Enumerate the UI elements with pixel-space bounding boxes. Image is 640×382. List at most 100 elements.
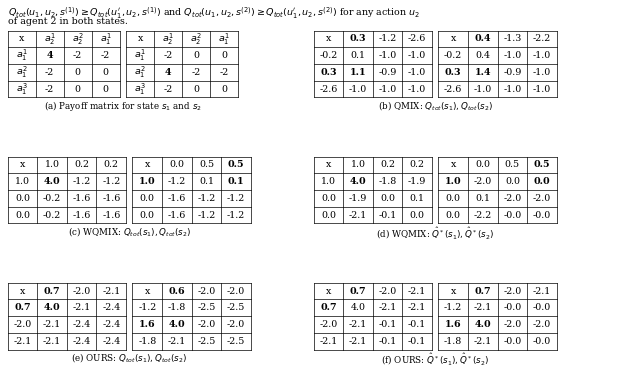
- Text: $a_2^2$: $a_2^2$: [190, 31, 202, 47]
- Text: -2: -2: [163, 84, 173, 94]
- Text: 1.6: 1.6: [139, 320, 156, 329]
- Text: -1.6: -1.6: [168, 194, 186, 203]
- Text: -1.6: -1.6: [102, 194, 120, 203]
- Text: -1.0: -1.0: [408, 84, 426, 94]
- Text: -2.1: -2.1: [319, 337, 337, 346]
- Text: 1.0: 1.0: [321, 177, 336, 186]
- Text: -2: -2: [101, 51, 110, 60]
- Text: -0.2: -0.2: [43, 194, 61, 203]
- Text: -1.6: -1.6: [102, 210, 120, 220]
- Text: -1.0: -1.0: [378, 84, 397, 94]
- Text: (d) WQMIX: $\hat{Q}^*(s_1), \hat{Q}^*(s_2)$: (d) WQMIX: $\hat{Q}^*(s_1), \hat{Q}^*(s_…: [376, 225, 494, 241]
- Text: -2.0: -2.0: [533, 194, 551, 203]
- Text: -2.1: -2.1: [13, 337, 31, 346]
- Text: -0.1: -0.1: [378, 337, 397, 346]
- Text: -1.0: -1.0: [533, 68, 551, 77]
- Text: -2.1: -2.1: [72, 303, 91, 312]
- Text: -1.8: -1.8: [378, 177, 397, 186]
- Text: -2.0: -2.0: [474, 177, 492, 186]
- Text: 0.1: 0.1: [228, 177, 244, 186]
- Text: -2.5: -2.5: [227, 303, 245, 312]
- Text: -1.6: -1.6: [72, 210, 91, 220]
- Text: 0.7: 0.7: [349, 286, 366, 296]
- Text: 0.0: 0.0: [410, 210, 425, 220]
- Text: 0.0: 0.0: [15, 194, 30, 203]
- Text: -1.0: -1.0: [533, 51, 551, 60]
- Text: 0.1: 0.1: [351, 51, 365, 60]
- Text: -2.5: -2.5: [197, 303, 216, 312]
- Text: x: x: [451, 34, 456, 44]
- Text: x: x: [19, 34, 24, 44]
- Text: 0.7: 0.7: [14, 303, 31, 312]
- Text: -0.1: -0.1: [408, 337, 426, 346]
- Text: 0.3: 0.3: [349, 34, 366, 44]
- Text: 0.7: 0.7: [320, 303, 337, 312]
- Text: -2.6: -2.6: [319, 84, 337, 94]
- Text: -1.0: -1.0: [408, 68, 426, 77]
- Text: -1.0: -1.0: [349, 84, 367, 94]
- Text: -1.2: -1.2: [378, 34, 397, 44]
- Text: 0.3: 0.3: [320, 68, 337, 77]
- Text: -2.0: -2.0: [227, 286, 245, 296]
- Text: -2.0: -2.0: [503, 320, 522, 329]
- Text: 1.0: 1.0: [139, 177, 156, 186]
- Text: 0.2: 0.2: [104, 160, 119, 170]
- Text: -1.8: -1.8: [444, 337, 462, 346]
- Text: -1.0: -1.0: [378, 51, 397, 60]
- Text: 0.0: 0.0: [476, 160, 490, 170]
- Text: -2.4: -2.4: [102, 337, 120, 346]
- Text: x: x: [145, 160, 150, 170]
- Text: -2.1: -2.1: [349, 210, 367, 220]
- Text: (b) QMIX: $Q_{tot}(s_1), Q_{tot}(s_2)$: (b) QMIX: $Q_{tot}(s_1), Q_{tot}(s_2)$: [378, 99, 493, 112]
- Text: 0.1: 0.1: [476, 194, 490, 203]
- Text: 4.0: 4.0: [44, 177, 60, 186]
- Text: 0.5: 0.5: [534, 160, 550, 170]
- Text: -2.0: -2.0: [503, 286, 522, 296]
- Text: -2.1: -2.1: [43, 320, 61, 329]
- Text: 0.0: 0.0: [140, 210, 155, 220]
- Text: -2.6: -2.6: [444, 84, 462, 94]
- Text: 4.0: 4.0: [474, 320, 491, 329]
- Text: $a_1^3$: $a_1^3$: [16, 81, 28, 97]
- Text: -0.2: -0.2: [444, 51, 462, 60]
- Text: -1.2: -1.2: [227, 210, 245, 220]
- Text: (c) WQMIX: $Q_{tot}(s_1), Q_{tot}(s_2)$: (c) WQMIX: $Q_{tot}(s_1), Q_{tot}(s_2)$: [68, 225, 191, 238]
- Text: -0.2: -0.2: [43, 210, 61, 220]
- Text: (f) OURS: $\hat{Q}^*(s_1), \hat{Q}^*(s_2)$: (f) OURS: $\hat{Q}^*(s_1), \hat{Q}^*(s_2…: [381, 351, 489, 367]
- Text: 4: 4: [46, 51, 53, 60]
- Text: 4.0: 4.0: [168, 320, 185, 329]
- Text: 0.0: 0.0: [534, 177, 550, 186]
- Text: x: x: [138, 34, 143, 44]
- Text: -2.0: -2.0: [197, 320, 216, 329]
- Text: 4.0: 4.0: [44, 303, 60, 312]
- Text: 0: 0: [221, 51, 227, 60]
- Text: -1.2: -1.2: [197, 194, 216, 203]
- Text: -1.8: -1.8: [138, 337, 156, 346]
- Text: -0.9: -0.9: [378, 68, 397, 77]
- Text: -2.1: -2.1: [408, 286, 426, 296]
- Text: -1.0: -1.0: [408, 51, 426, 60]
- Text: -0.1: -0.1: [408, 320, 426, 329]
- Text: 0.0: 0.0: [140, 194, 155, 203]
- Text: 0.0: 0.0: [505, 177, 520, 186]
- Text: -2.0: -2.0: [533, 320, 551, 329]
- Text: 0.7: 0.7: [44, 286, 60, 296]
- Text: 0.4: 0.4: [474, 34, 491, 44]
- Text: -1.2: -1.2: [138, 303, 156, 312]
- Text: 4: 4: [164, 68, 172, 77]
- Text: 1.0: 1.0: [445, 177, 461, 186]
- Text: -1.9: -1.9: [408, 177, 426, 186]
- Text: $a_1^2$: $a_1^2$: [134, 65, 146, 80]
- Text: -2.0: -2.0: [13, 320, 31, 329]
- Text: 0.0: 0.0: [15, 210, 30, 220]
- Text: 1.0: 1.0: [351, 160, 365, 170]
- Text: -2.1: -2.1: [408, 303, 426, 312]
- Text: -0.0: -0.0: [533, 337, 551, 346]
- Text: 0.7: 0.7: [474, 286, 491, 296]
- Text: x: x: [451, 160, 456, 170]
- Text: $a_1^1$: $a_1^1$: [16, 48, 28, 63]
- Text: x: x: [326, 286, 331, 296]
- Text: 0: 0: [75, 84, 81, 94]
- Text: -0.2: -0.2: [319, 51, 337, 60]
- Text: $a_1^1$: $a_1^1$: [218, 31, 230, 47]
